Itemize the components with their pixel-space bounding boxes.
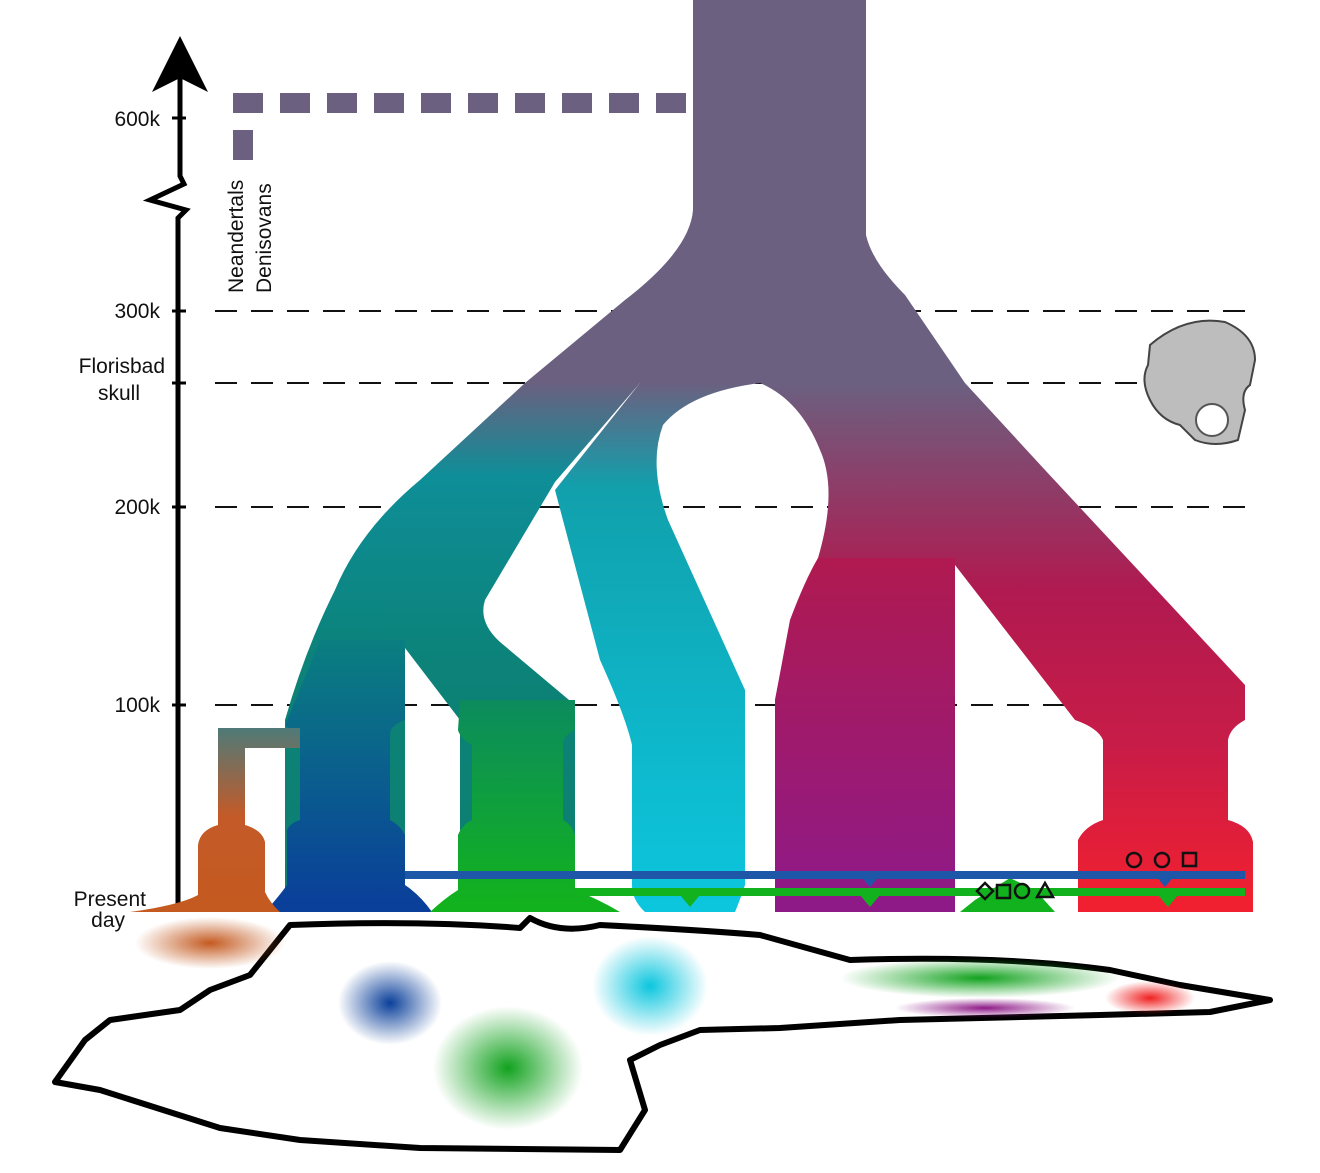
time-axis xyxy=(142,36,208,905)
admixture-lines xyxy=(405,851,1245,907)
map xyxy=(52,915,1273,1153)
time-label: Present xyxy=(74,888,147,911)
time-label: Florisbad xyxy=(79,355,165,378)
time-label: 600k xyxy=(114,108,160,131)
group-label: Denisovans xyxy=(253,183,276,293)
time-label: skull xyxy=(98,382,140,405)
time-labels: 600k 300k Florisbad skull 200k 100k Pres… xyxy=(74,108,165,932)
archaic-split xyxy=(233,93,692,160)
time-label: 100k xyxy=(114,694,160,717)
time-label: 200k xyxy=(114,496,160,519)
group-label: Neandertals xyxy=(225,180,248,293)
time-label: 300k xyxy=(114,300,160,323)
time-label: day xyxy=(91,909,125,932)
population-tree xyxy=(130,0,1253,912)
skull-icon xyxy=(1143,319,1257,445)
